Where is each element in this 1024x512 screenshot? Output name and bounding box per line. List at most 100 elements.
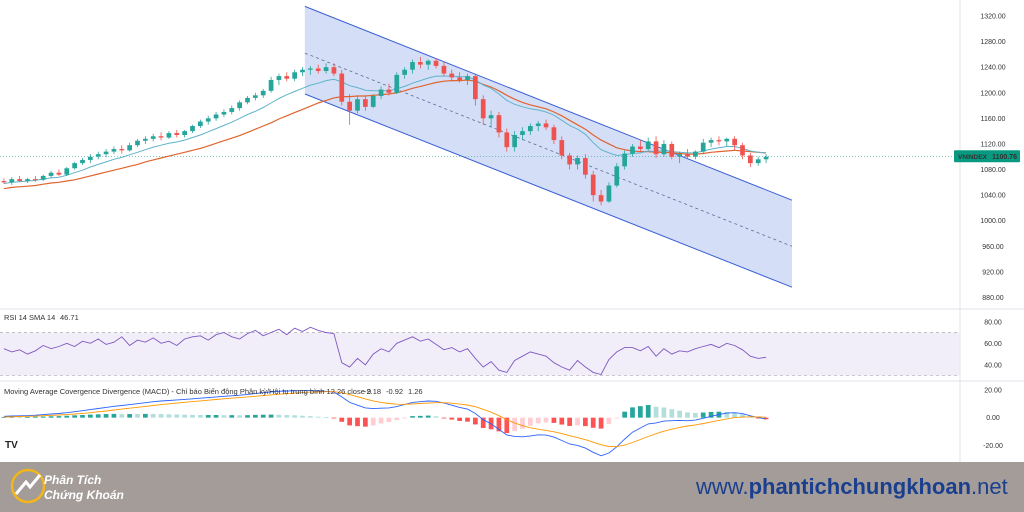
ema-slow-line: [3, 79, 767, 190]
price-tick-label: 920.00: [982, 269, 1004, 276]
candle-body: [748, 155, 753, 164]
candle-body: [433, 60, 439, 66]
macd-histogram-bar: [182, 414, 187, 418]
candle-body: [598, 195, 604, 202]
candle-body: [323, 67, 329, 72]
macd-histogram-bar: [677, 410, 682, 418]
macd-histogram-bar: [315, 416, 321, 418]
footer-banner: [0, 462, 1024, 512]
macd-histogram-bar: [88, 414, 93, 418]
macd-histogram-bar: [480, 417, 486, 429]
rsi-band-fill: [0, 332, 960, 376]
macd-histogram-bar: [598, 417, 604, 429]
macd-tick-label: -20.00: [983, 443, 1003, 450]
macd-histogram-bar: [48, 416, 54, 418]
candle-body: [284, 76, 290, 79]
candle-body: [614, 166, 620, 186]
candle-body: [661, 143, 667, 155]
macd-histogram-bar: [386, 417, 392, 423]
candle-body: [158, 136, 164, 138]
macd-histogram-bar: [127, 414, 132, 418]
candle-body: [669, 143, 675, 157]
candle-body: [480, 99, 486, 119]
rsi-line: [3, 326, 767, 376]
ema-fast-line: [3, 75, 767, 185]
candle-body: [292, 72, 297, 79]
candle-body: [504, 132, 510, 148]
macd-histogram-bar: [213, 415, 219, 418]
candle-body: [378, 89, 384, 96]
macd-histogram-bar: [535, 417, 541, 424]
candle-body: [17, 179, 22, 182]
candle-body: [111, 149, 117, 152]
brand-name-line1: Phân Tích: [44, 473, 102, 487]
candle-body: [1, 181, 7, 183]
macd-histogram-bar: [205, 415, 211, 418]
macd-histogram-bar: [473, 417, 478, 425]
macd-histogram-bar: [504, 417, 510, 434]
macd-histogram-bar: [740, 414, 745, 418]
candle-body: [606, 185, 612, 202]
candle-body: [496, 115, 502, 133]
price-tag-box: [954, 150, 1020, 163]
macd-histogram-bar: [64, 415, 70, 418]
macd-histogram-bar: [402, 417, 407, 419]
candle-body: [693, 151, 698, 157]
candle-body: [276, 76, 282, 80]
candle-body: [418, 62, 423, 65]
chart-svg[interactable]: 1320.00 1280.00 1240.00 1200.00 1160.00 1120.…: [0, 0, 1024, 462]
url-domain: phantichchungkhoan: [748, 474, 972, 499]
macd-histogram-bar: [245, 415, 250, 418]
price-tag-symbol: VNINDEX: [958, 154, 988, 161]
brand-name-line2: Chứng Khoán: [44, 488, 124, 502]
candle-body: [763, 156, 769, 160]
candle-body: [245, 97, 250, 103]
macd-histogram-bar: [253, 414, 258, 418]
macd-histogram-bar: [394, 417, 400, 421]
macd-histogram-bar: [292, 415, 297, 418]
candle-body: [512, 134, 517, 148]
macd-histogram-bar: [111, 413, 117, 418]
macd-line: [3, 390, 767, 457]
candle-body: [732, 138, 737, 146]
macd-histogram-bar: [378, 417, 384, 424]
candle-body: [143, 138, 148, 141]
macd-histogram-bar: [410, 416, 415, 418]
candle-body: [716, 140, 722, 142]
macd-histogram-bar: [229, 415, 235, 418]
macd-histogram-bar: [268, 414, 274, 418]
candle-body: [315, 68, 321, 72]
candle-body: [700, 142, 706, 152]
candle-body: [528, 126, 533, 132]
macd-histogram-bar: [732, 412, 737, 418]
macd-histogram-bar: [56, 416, 62, 418]
candle-body: [520, 131, 525, 135]
candle-body: [465, 76, 470, 80]
rsi-tick-label: 60.00: [984, 341, 1002, 348]
url-prefix: www.: [696, 474, 749, 499]
macd-histogram-bar: [449, 417, 455, 420]
macd-histogram-bar: [425, 415, 431, 418]
candle-body: [347, 101, 352, 111]
candle-body: [300, 69, 305, 73]
website-url[interactable]: www.phantichchungkhoan.net: [696, 474, 1008, 500]
macd-histogram-bar: [418, 415, 423, 418]
candle-body: [260, 90, 266, 96]
candle-body: [64, 168, 70, 175]
macd-value: -2.18: [364, 387, 381, 396]
macd-histogram-bar: [198, 415, 203, 418]
price-tick-label: 880.00: [982, 295, 1004, 302]
macd-histogram-bar: [457, 417, 462, 421]
candle-body: [567, 155, 572, 165]
candle-body: [213, 114, 219, 119]
url-suffix: .net: [971, 474, 1008, 499]
macd-histogram-bar: [614, 417, 620, 419]
price-tag-value: 1100.76: [992, 154, 1017, 161]
candle-body: [182, 131, 187, 135]
chart-area[interactable]: 1320.00 1280.00 1240.00 1200.00 1160.00 1120.…: [0, 0, 1024, 462]
candle-body: [119, 149, 125, 151]
macd-title: Moving Average Covergence Divergence (MA…: [4, 387, 371, 396]
price-tick-label: 960.00: [982, 244, 1004, 251]
macd-histogram-bar: [575, 417, 580, 426]
candle-body: [95, 154, 101, 157]
